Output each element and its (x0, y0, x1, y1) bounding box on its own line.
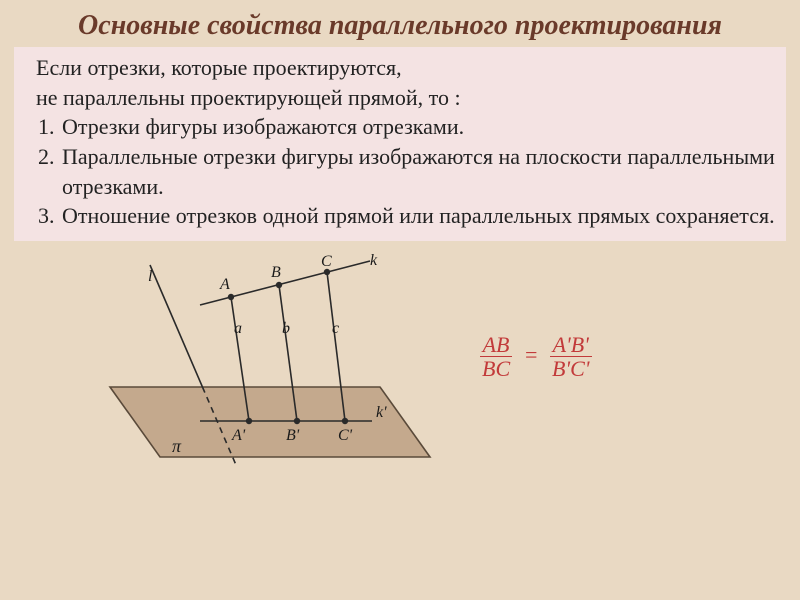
svg-text:k': k' (376, 404, 387, 421)
intro-line: Если отрезки, которые проектируются, (36, 53, 776, 83)
ratio-formula: AB BC = A'B' B'C' (480, 333, 592, 380)
body-box: Если отрезки, которые проектируются, не … (14, 47, 786, 241)
rhs-num: A'B' (550, 333, 592, 356)
lhs-fraction: AB BC (480, 333, 512, 380)
svg-text:B: B (271, 264, 281, 281)
list-item: Параллельные отрезки фигуры изображаются… (60, 142, 776, 201)
svg-text:A: A (219, 276, 230, 293)
list-item: Отрезки фигуры изображаются отрезками. (60, 112, 776, 142)
svg-text:π: π (172, 436, 182, 456)
lhs-den: BC (480, 356, 512, 380)
diagram: Aa A' Bb B' Cc C' k l k' π (80, 247, 460, 472)
diagram-row: Aa A' Bb B' Cc C' k l k' π AB BC = A'B' B'C' (0, 241, 800, 472)
rhs-fraction: A'B' B'C' (550, 333, 592, 380)
slide: Основные свойства параллельного проектир… (0, 0, 800, 600)
intro-line: не параллельны проектирующей прямой, то … (36, 83, 776, 113)
svg-text:C': C' (338, 427, 353, 444)
properties-list: Отрезки фигуры изображаются отрезками. П… (24, 112, 776, 231)
svg-text:k: k (370, 252, 378, 269)
svg-text:a: a (234, 320, 242, 337)
slide-title: Основные свойства параллельного проектир… (0, 0, 800, 47)
svg-text:C: C (321, 253, 332, 270)
svg-text:l: l (148, 268, 153, 285)
list-item: Отношение отрезков одной прямой или пара… (60, 201, 776, 231)
svg-text:A': A' (231, 427, 246, 444)
rhs-den: B'C' (550, 356, 592, 380)
svg-text:c: c (332, 320, 339, 337)
intro-text: Если отрезки, которые проектируются, не … (24, 53, 776, 112)
equals-sign: = (518, 342, 545, 367)
svg-text:B': B' (286, 427, 300, 444)
projection-diagram: Aa A' Bb B' Cc C' k l k' π (80, 247, 460, 467)
lhs-num: AB (480, 333, 512, 356)
svg-text:b: b (282, 320, 290, 337)
